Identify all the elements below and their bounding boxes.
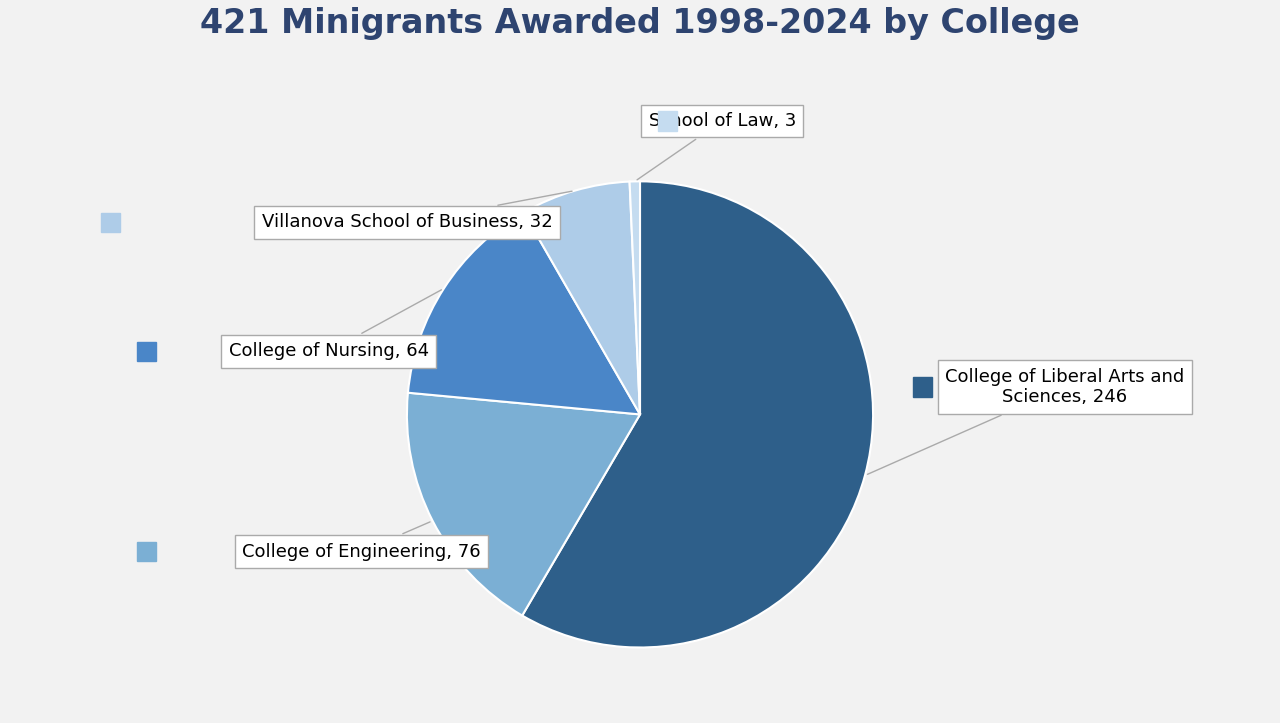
Text: College of Engineering, 76: College of Engineering, 76 xyxy=(242,522,481,560)
Wedge shape xyxy=(522,181,873,648)
Wedge shape xyxy=(524,181,640,414)
FancyBboxPatch shape xyxy=(913,377,932,397)
FancyBboxPatch shape xyxy=(658,111,677,131)
FancyBboxPatch shape xyxy=(137,542,156,561)
Text: College of Liberal Arts and
Sciences, 246: College of Liberal Arts and Sciences, 24… xyxy=(868,367,1185,474)
FancyBboxPatch shape xyxy=(101,213,120,232)
Text: College of Nursing, 64: College of Nursing, 64 xyxy=(229,290,442,360)
Text: Villanova School of Business, 32: Villanova School of Business, 32 xyxy=(261,191,572,231)
Title: 421 Minigrants Awarded 1998-2024 by College: 421 Minigrants Awarded 1998-2024 by Coll… xyxy=(200,7,1080,40)
Wedge shape xyxy=(407,393,640,615)
FancyBboxPatch shape xyxy=(137,342,156,361)
Wedge shape xyxy=(408,213,640,414)
Text: School of Law, 3: School of Law, 3 xyxy=(637,112,796,180)
Wedge shape xyxy=(630,181,640,414)
